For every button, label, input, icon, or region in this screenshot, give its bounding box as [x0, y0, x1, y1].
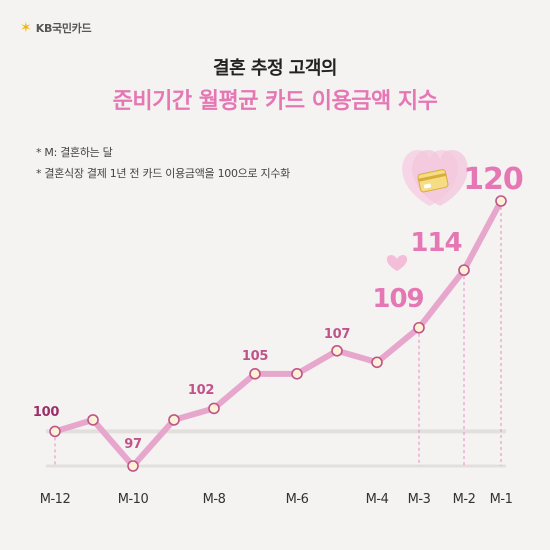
data-label-M-12: 100: [33, 405, 59, 420]
point-marker-M-7: [249, 368, 261, 380]
tick-label-M-2: M-2: [453, 492, 476, 507]
point-marker-M-8: [208, 402, 220, 415]
point-marker-M-9: [168, 414, 180, 426]
note-month-definition: * M: 결혼하는 달: [36, 146, 113, 159]
heart-icon: [386, 255, 408, 271]
heart-card-icon: [402, 150, 468, 206]
data-label-M-10: 97: [124, 437, 142, 452]
drop-lines: [54, 207, 502, 466]
note-index-definition: * 결혼식장 결제 1년 전 카드 이용금액을 100으로 지수화: [36, 167, 290, 180]
tick-label-M-8: M-8: [203, 492, 226, 507]
point-markers: [49, 195, 507, 472]
point-marker-M-4: [371, 356, 383, 369]
tick-label-M-3: M-3: [408, 492, 431, 507]
series-path: [52, 198, 504, 469]
brand-name: KB국민카드: [35, 22, 92, 35]
point-marker-M-12: [49, 425, 61, 438]
point-marker-M-3: [413, 321, 425, 334]
point-marker-M-6: [291, 368, 303, 380]
point-marker-M-1: [495, 195, 507, 207]
series-line: [52, 198, 504, 469]
data-labels: 100 97 102 105 107 109 114 120: [33, 162, 524, 452]
x-axis-ticks: M-12 M-10 M-8 M-6 M-4 M-3 M-2 M-1: [40, 492, 513, 507]
point-marker-M-11: [87, 414, 99, 426]
tick-label-M-1: M-1: [490, 492, 513, 507]
page-title-line2: 준비기간 월평균 카드 이용금액 지수: [112, 89, 438, 114]
data-label-M-2: 114: [410, 228, 461, 258]
data-label-M-8: 102: [188, 383, 214, 398]
data-label-M-1: 120: [463, 162, 523, 197]
data-label-M-5: 107: [324, 327, 350, 342]
data-label-M-3: 109: [372, 284, 423, 314]
tick-label-M-10: M-10: [118, 492, 149, 507]
baselines: [46, 429, 506, 468]
point-marker-M-5: [331, 344, 343, 357]
tick-label-M-12: M-12: [40, 492, 70, 507]
tick-label-M-4: M-4: [366, 492, 389, 507]
point-marker-M-2: [458, 264, 470, 276]
data-label-M-7: 105: [242, 349, 268, 364]
tick-label-M-6: M-6: [286, 492, 309, 507]
page-title-line1: 결혼 추정 고객의: [213, 58, 337, 79]
star-icon: ✶: [20, 20, 32, 36]
point-marker-M-10: [127, 460, 139, 472]
brand-logo: ✶ KB국민카드: [20, 20, 92, 36]
